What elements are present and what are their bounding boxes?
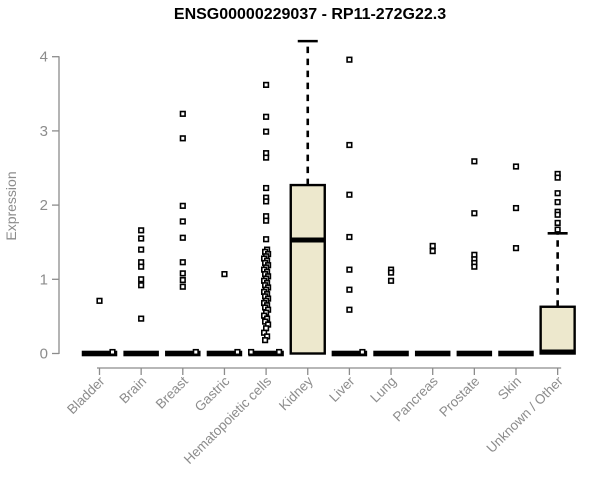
collapsed-box [498, 350, 534, 357]
x-category-label: Breast [153, 373, 191, 411]
y-tick-label: 1 [40, 271, 48, 288]
data-point [138, 235, 145, 242]
data-point [359, 348, 366, 356]
x-category-label: Bladder [64, 373, 108, 417]
data-point [346, 306, 353, 313]
collapsed-box [414, 350, 451, 357]
box [539, 305, 576, 355]
data-point [179, 276, 186, 284]
data-point [179, 110, 186, 117]
data-point [179, 283, 186, 290]
data-point [179, 270, 186, 277]
data-point [262, 184, 270, 192]
data-point [179, 202, 186, 209]
data-point [262, 217, 270, 224]
collapsed-box [331, 350, 368, 357]
data-point [471, 263, 478, 270]
data-point [138, 246, 145, 253]
x-category-label: Prostate [436, 374, 482, 420]
data-point [262, 128, 270, 135]
x-category-label: Pancreas [390, 373, 441, 424]
data-point [554, 211, 561, 218]
data-point [138, 282, 145, 289]
data-point [262, 81, 270, 88]
data-point [262, 113, 270, 120]
data-point [346, 266, 353, 273]
data-point [262, 198, 270, 205]
data-point [138, 276, 145, 283]
box [289, 183, 326, 355]
collapsed-box [248, 350, 284, 357]
data-point [179, 259, 186, 266]
y-tick-label: 4 [40, 49, 48, 66]
data-point [471, 158, 478, 165]
collapsed-box [165, 350, 201, 357]
data-point [554, 174, 561, 181]
data-point [554, 190, 561, 197]
data-point [138, 315, 145, 322]
data-point [387, 269, 395, 276]
x-category-label: Liver [326, 373, 358, 405]
collapsed-box [81, 350, 118, 357]
x-category-label: Gastric [192, 373, 233, 414]
data-point [179, 218, 186, 225]
data-point [346, 56, 353, 63]
collapsed-box [123, 350, 159, 357]
data-point [138, 227, 145, 234]
data-point [512, 245, 520, 252]
data-point [262, 236, 270, 243]
data-point [234, 348, 241, 356]
data-point [221, 271, 228, 278]
chart-title: ENSG00000229037 - RP11-272G22.3 [173, 6, 447, 23]
data-point [138, 263, 145, 270]
data-point [554, 199, 561, 206]
data-point [346, 141, 353, 149]
data-point [429, 242, 436, 250]
y-tick-label: 2 [40, 197, 48, 214]
x-category-label: Unknown / Other [484, 373, 567, 456]
data-point [512, 204, 520, 212]
data-point [261, 337, 269, 344]
data-point [96, 297, 103, 304]
collapsed-box [206, 350, 243, 357]
data-point [179, 234, 186, 241]
data-point [346, 191, 353, 198]
data-point [248, 348, 255, 356]
data-point [387, 277, 395, 284]
data-point [262, 154, 270, 161]
data-point [471, 210, 478, 217]
y-tick-label: 3 [40, 123, 48, 140]
data-point [429, 248, 436, 255]
data-point [109, 348, 116, 356]
y-tick-label: 0 [40, 346, 48, 363]
data-point [346, 286, 353, 293]
x-category-label: Brain [116, 374, 149, 407]
data-point [179, 135, 186, 142]
data-point [192, 348, 199, 356]
data-point [275, 348, 283, 356]
x-category-label: Kidney [276, 373, 316, 413]
data-point [554, 219, 561, 227]
data-point [554, 226, 561, 233]
data-point [346, 233, 353, 241]
x-category-label: Skin [495, 374, 524, 403]
collapsed-box [456, 350, 493, 357]
x-category-label: Lung [367, 374, 399, 406]
collapsed-box [373, 350, 409, 357]
data-point [512, 163, 520, 170]
